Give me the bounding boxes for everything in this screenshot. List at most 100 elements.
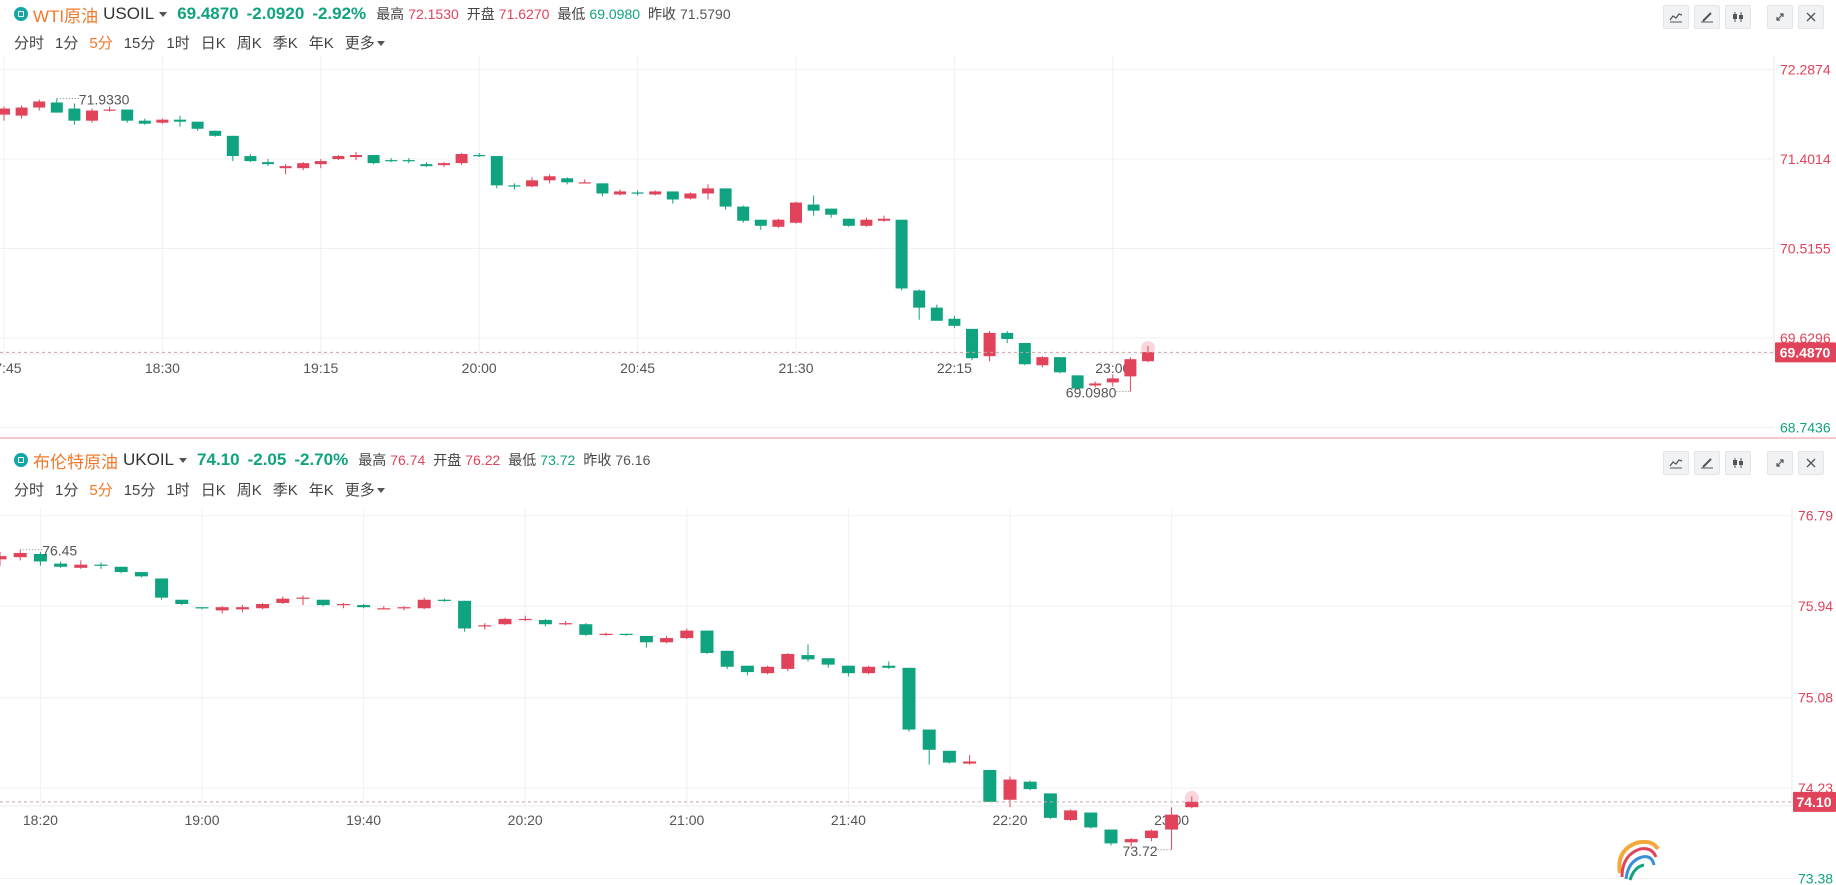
y-tick-label: 76.79 [1798, 508, 1833, 524]
chevron-down-icon[interactable] [179, 457, 188, 463]
candle-body [579, 624, 593, 635]
expand-icon[interactable] [1767, 5, 1793, 29]
tab-period-1m[interactable]: 1分 [55, 481, 79, 499]
close-icon[interactable] [1798, 451, 1824, 475]
tab-period-1m[interactable]: 1分 [55, 34, 79, 52]
candle-body [543, 176, 556, 181]
tab-period-quarter[interactable]: 季K [272, 481, 298, 499]
panel-separator [0, 437, 1836, 439]
x-tick-label: 23:00 [1095, 360, 1130, 376]
candle-body [1023, 781, 1037, 790]
candle-body [175, 599, 189, 605]
current-price-label: 69.4870 [1780, 344, 1831, 360]
last-price: 69.4870 [177, 4, 239, 23]
candle-body [1104, 829, 1118, 844]
symbol-code[interactable]: UKOIL [123, 450, 175, 469]
price-change: -2.05 [247, 450, 287, 469]
candle-body [761, 666, 775, 674]
candle-body [680, 630, 694, 639]
candle-body [966, 328, 978, 359]
candle-body [1036, 357, 1049, 366]
x-tick-label: 21:00 [669, 812, 704, 828]
symbol-name[interactable]: WTI原油 [33, 6, 99, 26]
x-tick-label: 20:45 [620, 360, 655, 376]
high-annotation: 76.45 [42, 543, 77, 559]
candle-body [279, 166, 292, 169]
candle-body [1003, 779, 1017, 800]
open-label: 开盘 [466, 6, 495, 22]
indicator-icon[interactable] [1663, 5, 1689, 29]
candle-body [1185, 801, 1199, 808]
tab-period-more[interactable]: 更多 [345, 479, 385, 500]
x-tick-label: 19:00 [184, 812, 219, 828]
wti-chart-panel: WTI原油 USOIL 69.4870 -2.0920 -2.92% 最高 72… [0, 0, 1836, 438]
symbol-code[interactable]: USOIL [103, 4, 155, 23]
tab-period-15m[interactable]: 15分 [123, 481, 156, 499]
candle-style-icon[interactable] [1725, 5, 1751, 29]
candle-body [155, 578, 169, 598]
candle-body [1054, 357, 1066, 373]
last-price: 74.10 [197, 450, 240, 469]
close-icon[interactable] [1798, 5, 1824, 29]
tab-period-1h[interactable]: 1时 [166, 481, 190, 499]
candle-body [316, 599, 330, 606]
candle-body [578, 182, 591, 184]
candle-body [878, 218, 890, 221]
candle-body [860, 219, 873, 226]
candle-style-icon[interactable] [1725, 451, 1751, 475]
candle-body [473, 155, 486, 157]
candle-body [0, 556, 7, 560]
chart-toolbar [1658, 451, 1824, 475]
candle-body [1142, 352, 1154, 362]
period-tabs: 分时 1分 5分 15分 1时 日K 周K 季K 年K 更多 [14, 30, 396, 54]
tab-period-timeshare[interactable]: 分时 [14, 481, 45, 499]
low-label: 最低 [557, 6, 586, 22]
symbol-name[interactable]: 布伦特原油 [33, 452, 118, 472]
tab-period-day[interactable]: 日K [200, 34, 226, 52]
tab-period-more[interactable]: 更多 [345, 32, 385, 53]
expand-icon[interactable] [1767, 451, 1793, 475]
tab-period-15m[interactable]: 15分 [123, 34, 156, 52]
price-change-percent: -2.92% [312, 4, 367, 23]
candle-body [740, 665, 754, 673]
chevron-down-icon[interactable] [159, 11, 168, 17]
candle-body [882, 665, 896, 668]
candle-body [397, 607, 411, 609]
open-value: 76.22 [465, 452, 501, 468]
tab-period-week[interactable]: 周K [236, 34, 262, 52]
prev-close-label: 昨收 [583, 452, 612, 468]
tab-period-week[interactable]: 周K [236, 481, 262, 499]
more-label: 更多 [344, 481, 375, 499]
tab-period-year[interactable]: 年K [308, 34, 334, 52]
candle-body [538, 619, 552, 625]
draw-pen-icon[interactable] [1694, 5, 1720, 29]
candle-body [490, 156, 503, 186]
tab-period-timeshare[interactable]: 分时 [14, 34, 45, 52]
tab-period-day[interactable]: 日K [200, 481, 226, 499]
logo-swirl-icon [1617, 839, 1660, 881]
live-pulse-dot [1141, 341, 1155, 356]
candle-body [631, 192, 644, 194]
current-price-tag [1775, 342, 1836, 363]
draw-pen-icon[interactable] [1694, 451, 1720, 475]
current-price-label: 74.10 [1796, 794, 1831, 810]
candle-body [50, 102, 63, 113]
indicator-icon[interactable] [1663, 451, 1689, 475]
candle-body [478, 625, 492, 627]
x-tick-label: 22:20 [992, 812, 1027, 828]
candle-body [684, 193, 697, 199]
tab-period-5m[interactable]: 5分 [89, 34, 113, 52]
wti-candlestick-chart[interactable]: 72.2874 71.4014 70.5155 69.6296 68.7436 17:45… [0, 56, 1836, 436]
tab-period-quarter[interactable]: 季K [272, 34, 298, 52]
x-tick-label: 20:00 [462, 360, 497, 376]
tab-period-5m[interactable]: 5分 [89, 481, 113, 499]
candle-body [1018, 343, 1031, 365]
candle-body [156, 119, 169, 123]
candle-body [121, 109, 134, 121]
candle-body [458, 600, 472, 629]
candle-body [332, 156, 345, 160]
tab-period-1h[interactable]: 1时 [166, 34, 190, 52]
candle-body [114, 566, 128, 573]
tab-period-year[interactable]: 年K [308, 481, 334, 499]
